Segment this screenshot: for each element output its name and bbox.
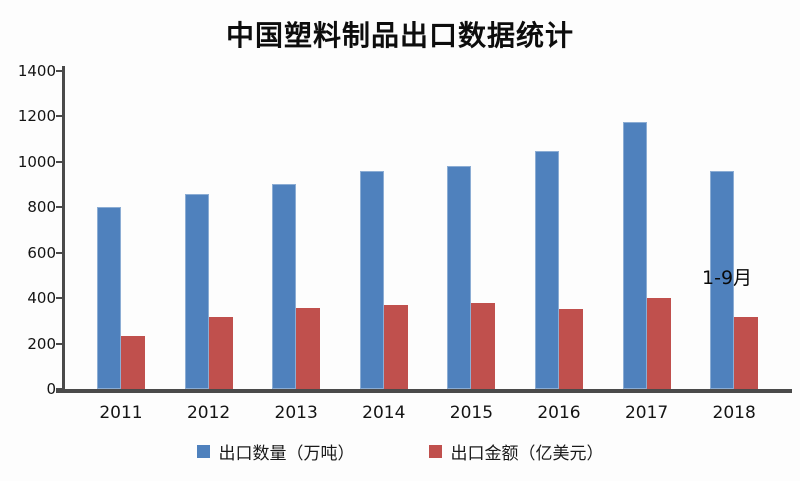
bar-quantity-2015 xyxy=(447,166,472,389)
bar-amount-2012 xyxy=(208,316,233,389)
bar-amount-2016 xyxy=(559,308,583,389)
legend-swatch-quantity xyxy=(196,445,210,458)
bar-amount-2017 xyxy=(646,298,671,389)
y-tick-label-800: 800 xyxy=(27,198,56,216)
bar-quantity-2018 xyxy=(710,171,735,389)
bar-amount-2015 xyxy=(471,303,496,389)
y-tick-mark-1200 xyxy=(56,115,65,117)
bar-quantity-2012 xyxy=(184,194,209,389)
bar-amount-2018 xyxy=(734,317,759,389)
chart-title: 中国塑料制品出口数据统计 xyxy=(225,19,574,52)
bar-quantity-2011 xyxy=(97,207,121,389)
x-tick-label-2015: 2015 xyxy=(449,403,494,423)
y-tick-mark-1000 xyxy=(56,160,65,163)
bar-quantity-2017 xyxy=(622,121,647,389)
x-tick-label-2016: 2016 xyxy=(537,403,581,423)
legend-label-quantity: 出口数量（万吨） xyxy=(218,444,355,464)
y-tick-label-1400: 1400 xyxy=(17,61,56,80)
legend-item-export-quantity: 出口数量（万吨） xyxy=(196,439,355,464)
bar-quantity-2014 xyxy=(359,171,384,389)
bar-quantity-2013 xyxy=(272,184,297,389)
legend-label-amount: 出口金额（亿美元） xyxy=(450,444,604,464)
bar-amount-2014 xyxy=(383,305,408,389)
y-tick-label-600: 600 xyxy=(27,243,56,262)
x-tick-label-2011: 2011 xyxy=(99,403,143,423)
x-tick-label-2014: 2014 xyxy=(362,403,406,423)
bar-amount-2011 xyxy=(121,335,145,389)
x-tick-label-2013: 2013 xyxy=(274,403,318,423)
x-tick-label-2017: 2017 xyxy=(624,403,669,423)
y-tick-label-200: 200 xyxy=(27,334,56,353)
bar-amount-2013 xyxy=(296,308,321,389)
annotation-partial-year: 1-9月 xyxy=(702,267,753,289)
y-tick-label-1000: 1000 xyxy=(17,152,56,171)
y-tick-label-1200: 1200 xyxy=(17,107,56,125)
x-tick-label-2018: 2018 xyxy=(712,403,756,423)
bar-quantity-2016 xyxy=(535,151,559,389)
y-tick-mark-1400 xyxy=(56,69,65,72)
y-tick-mark-200 xyxy=(56,342,65,345)
x-axis-line xyxy=(56,389,792,393)
y-tick-label-0: 0 xyxy=(46,380,56,398)
y-tick-mark-800 xyxy=(56,206,65,208)
y-tick-mark-400 xyxy=(56,297,65,299)
x-tick-label-2012: 2012 xyxy=(186,403,231,423)
y-tick-mark-600 xyxy=(56,251,65,254)
legend-swatch-amount xyxy=(428,445,442,458)
legend-item-export-amount: 出口金额（亿美元） xyxy=(428,439,604,464)
legend: 出口数量（万吨） 出口金额（亿美元） xyxy=(0,439,800,464)
y-axis-line xyxy=(62,66,65,393)
y-tick-mark-0 xyxy=(56,388,65,390)
y-tick-label-400: 400 xyxy=(27,289,56,307)
